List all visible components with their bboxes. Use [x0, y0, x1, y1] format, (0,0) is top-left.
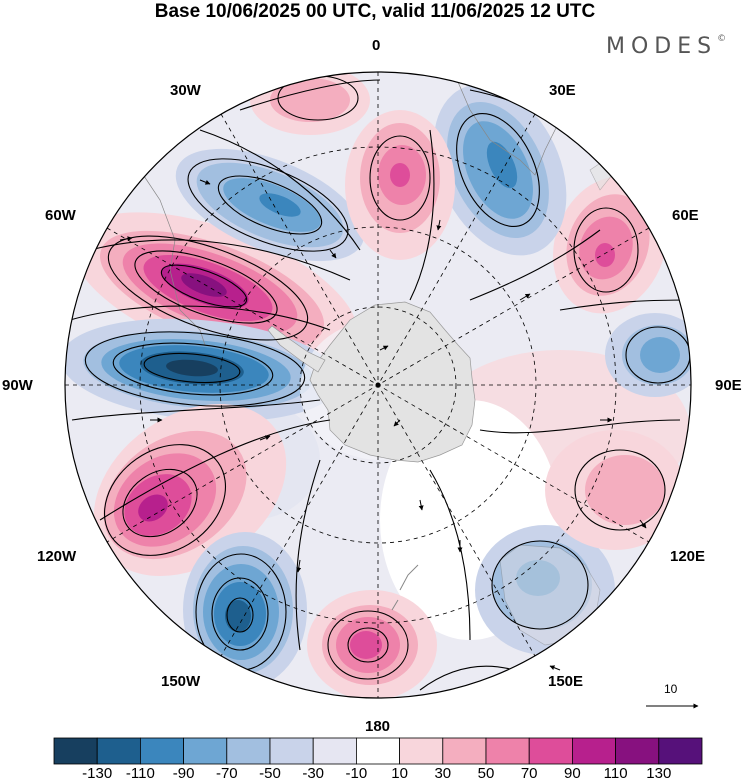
colorbar-swatch [312, 737, 357, 765]
streamline-arrows [119, 179, 647, 671]
lon-label-90w: 90W [2, 377, 33, 394]
colorbar-swatch [615, 737, 660, 765]
colorbar-tick-label: -70 [215, 765, 238, 782]
map-title: Base 10/06/2025 00 UTC, valid 11/06/2025… [154, 1, 596, 22]
brand-text: MODES [606, 34, 718, 59]
positive-anomaly-120e [545, 430, 685, 550]
colorbar-tick-label: -30 [302, 765, 325, 782]
positive-anomaly-15w [250, 72, 370, 135]
positive-anomaly-0 [345, 110, 455, 260]
reference-vector-label: 10 [664, 682, 678, 696]
lon-label-90e: 90E [715, 377, 742, 394]
colorbar-swatch [96, 737, 141, 765]
colorbar-swatch [269, 737, 314, 765]
lon-label-60e: 60E [672, 207, 699, 224]
colorbar-tick-label: -110 [125, 765, 155, 782]
negative-anomaly-90w [65, 318, 340, 422]
lon-label-120e: 120E [670, 548, 706, 565]
antarctic-peninsula [267, 325, 326, 373]
colorbar-swatch [399, 737, 444, 765]
lon-label-60w: 60W [45, 207, 76, 224]
colorbar-tick-label: -50 [259, 765, 281, 782]
colorbar-tick-label: 50 [477, 765, 495, 782]
colorbar-tick-label: 90 [564, 765, 581, 782]
colorbar-swatch [226, 737, 271, 765]
lon-label-30e: 30E [549, 82, 576, 99]
map-boundary [64, 71, 692, 699]
new-zealand-outline [391, 564, 419, 611]
colorbar-swatch [139, 737, 184, 765]
colorbar-swatch [53, 737, 98, 765]
colorbar-tick-label: 110 [603, 765, 628, 782]
colorbar-tick-label: -130 [82, 765, 113, 782]
colorbar-swatch [572, 737, 617, 765]
colorbar [53, 737, 703, 765]
lon-label-0: 0 [372, 37, 381, 54]
colorbar-tick-label: 30 [434, 765, 452, 782]
colorbar-swatch [183, 737, 228, 765]
negative-anomaly-30w [175, 148, 365, 262]
lon-label-180: 180 [365, 718, 391, 735]
africa-outline [454, 74, 561, 176]
colorbar-swatch [528, 737, 573, 765]
wind-streamlines [69, 75, 691, 691]
colorbar-swatch [658, 737, 703, 765]
negative-anomaly-150w [183, 532, 307, 688]
lon-label-120w: 120W [37, 548, 77, 565]
colorbar-swatch [355, 737, 400, 765]
copyright-mark: © [717, 34, 727, 44]
antarctica-landmass [309, 301, 476, 463]
colorbar-swatch [485, 737, 530, 765]
positive-anomaly-180 [307, 590, 437, 698]
colorbar-tick-label: 130 [646, 765, 672, 782]
colorbar-tick-label: -10 [345, 765, 368, 782]
colorbar-swatch [442, 737, 487, 765]
colorbar-tick-label: -90 [172, 765, 195, 782]
colorbar-tick-label: 70 [520, 765, 538, 782]
lon-label-30w: 30W [170, 82, 201, 99]
lon-label-150w: 150W [161, 673, 201, 690]
lon-label-150e: 150E [548, 673, 584, 690]
negative-anomaly-30e [433, 84, 567, 256]
colorbar-tick-label: 10 [391, 765, 408, 782]
brand-logo: MODES© [606, 34, 726, 59]
